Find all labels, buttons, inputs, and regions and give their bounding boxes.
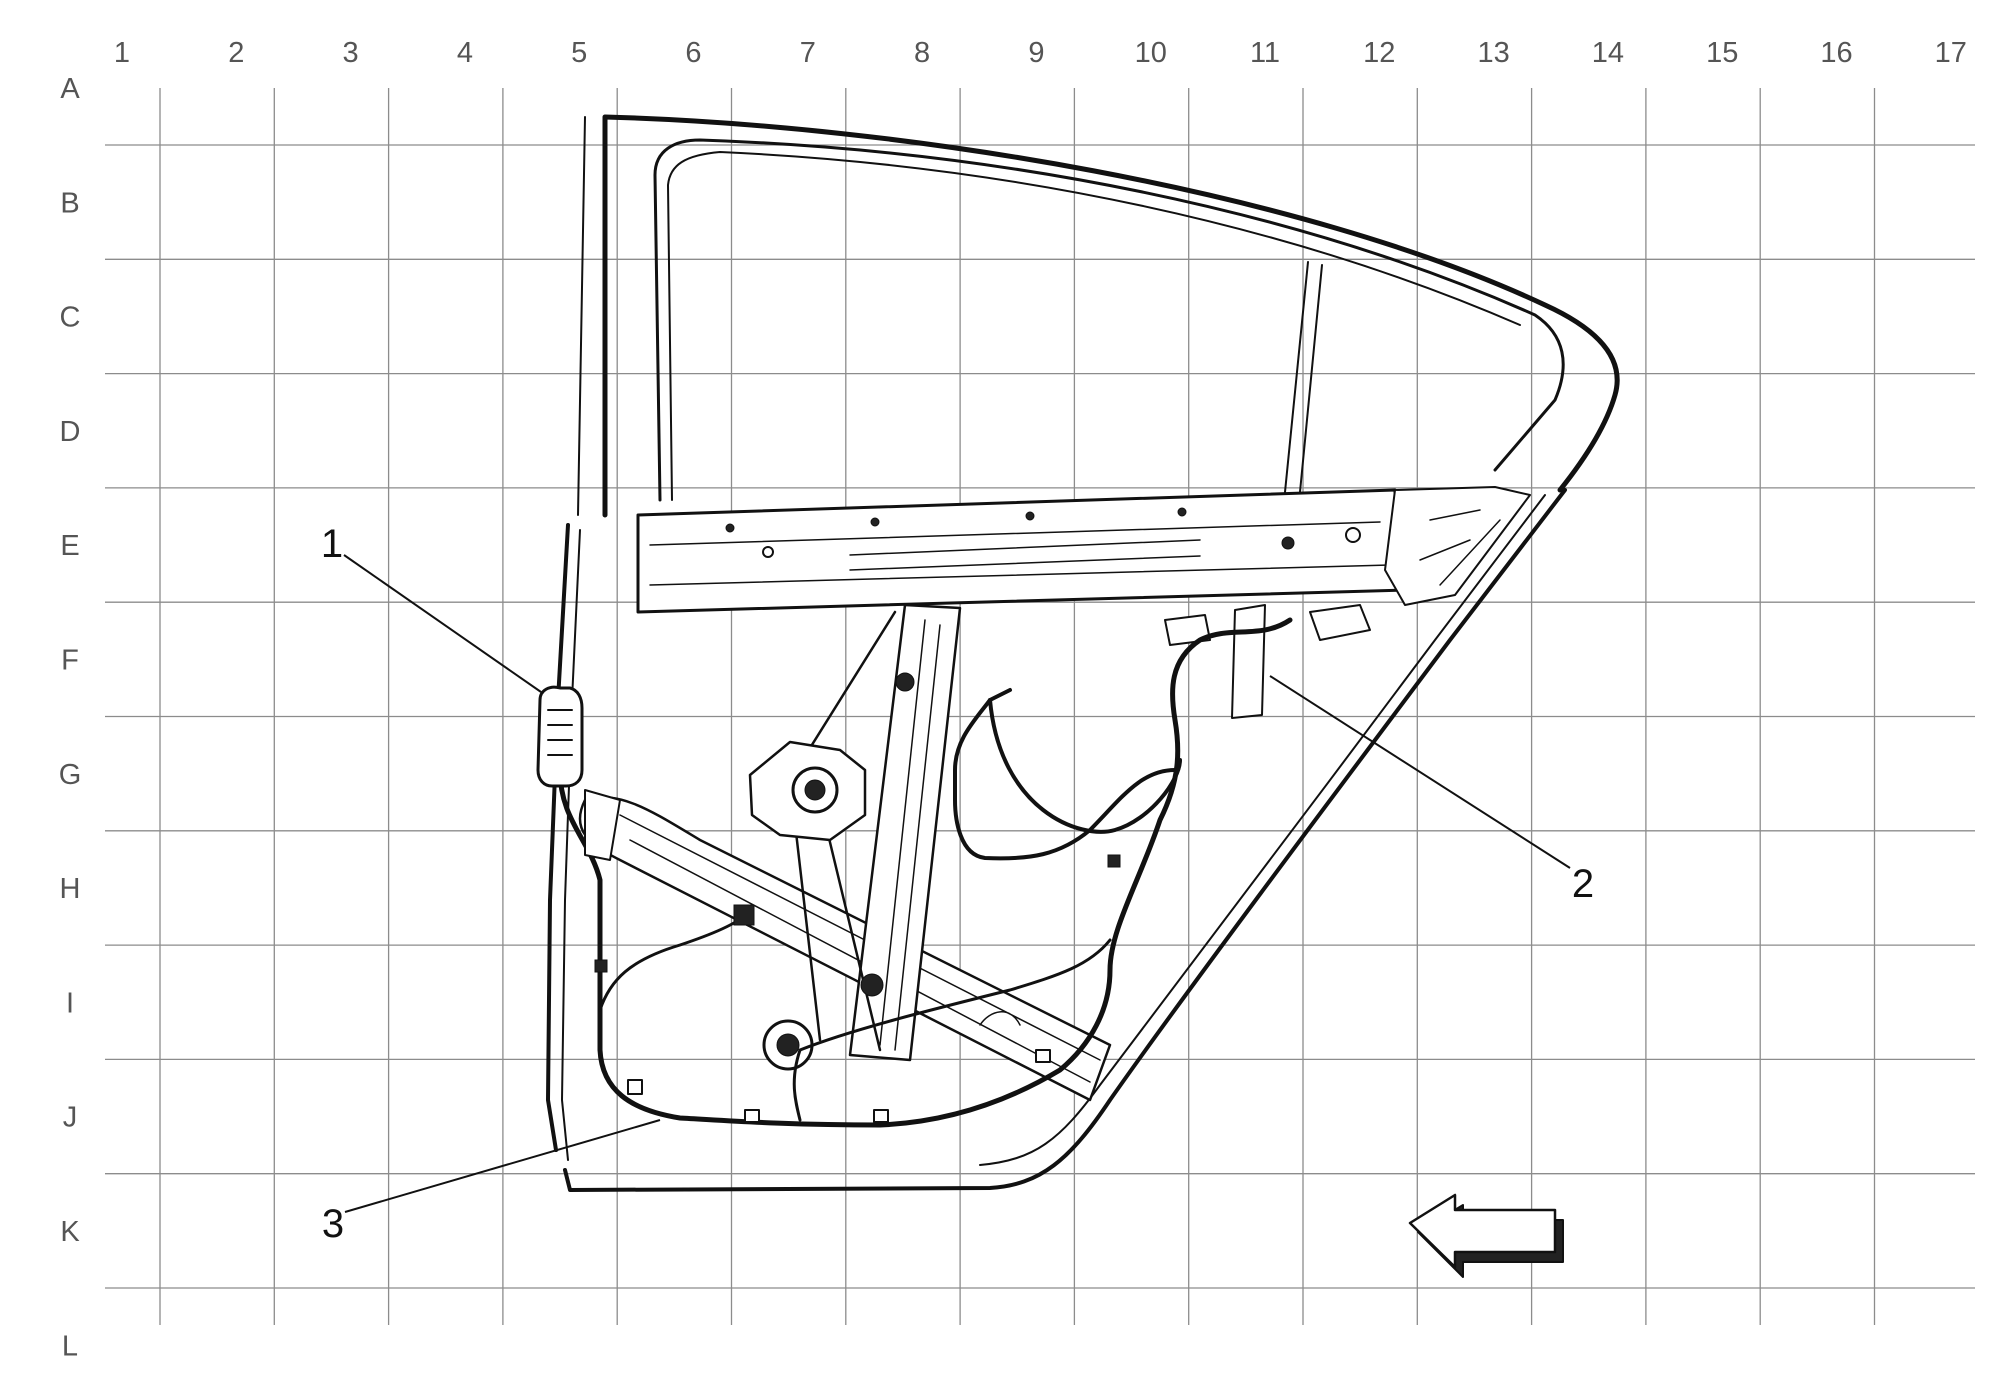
window-regulator-rail-detail (879, 619, 941, 1051)
callout-2: 2 (1572, 862, 1594, 906)
callout-2-leader (1269, 675, 1571, 869)
harness-clip (873, 1109, 889, 1123)
row-label: B (60, 187, 79, 219)
lower-front-connector (584, 789, 621, 861)
window-channel (667, 151, 1521, 501)
window-frame-inner (653, 138, 1565, 502)
callout-labels: 1 2 3 (321, 522, 1594, 1246)
column-label: 8 (914, 37, 930, 69)
direction-arrow-left-icon (1408, 1193, 1564, 1278)
door-outer-edge (563, 488, 1567, 1192)
rear-latch-bracket-detail (1419, 509, 1501, 586)
column-label: 6 (685, 37, 701, 69)
row-label: A (60, 73, 80, 105)
motor-gear-hub (804, 779, 826, 801)
column-label: 4 (457, 37, 473, 69)
bolt-hole (1025, 511, 1035, 521)
row-label: D (60, 416, 81, 448)
wiring-harness-branch (792, 1048, 802, 1122)
rear-latch-bracket (1384, 486, 1531, 606)
harness-clip (744, 1109, 760, 1123)
door-inner-edge (979, 494, 1546, 1166)
column-label: 7 (800, 37, 816, 69)
row-label: I (66, 987, 74, 1019)
column-label: 13 (1477, 37, 1509, 69)
harness-connector (733, 904, 755, 926)
belt-reinforcement (636, 488, 1407, 614)
latch-module (1231, 604, 1266, 719)
row-label: J (63, 1102, 78, 1134)
wiring-harness-branch (798, 938, 1112, 1052)
intrusion-beam-detail (619, 814, 1101, 1083)
latch-connector (1164, 614, 1211, 646)
column-label: 9 (1028, 37, 1044, 69)
bolt-hole (725, 523, 735, 533)
row-label: F (61, 645, 79, 677)
column-label: 1 (114, 37, 130, 69)
reference-grid (105, 88, 1975, 1325)
wiring-harness (557, 617, 1293, 1128)
row-label: K (60, 1216, 80, 1248)
wiring-harness-branch (988, 698, 1182, 834)
regulator-pulley-hub (776, 1033, 800, 1057)
bolt-hole (1177, 507, 1187, 517)
column-label: 12 (1363, 37, 1395, 69)
row-label: E (60, 530, 79, 562)
window-frame-outer (602, 114, 1620, 518)
latch-cable-clip (1309, 604, 1371, 641)
callout-leaders (343, 554, 1571, 1213)
column-label: 2 (228, 37, 244, 69)
callout-3: 3 (322, 1202, 344, 1246)
row-labels: A B C D E F G H I J K L (59, 73, 82, 1362)
bolt-hole (1345, 527, 1361, 543)
callout-1: 1 (321, 522, 343, 566)
harness-clip (594, 959, 608, 973)
column-label: 5 (571, 37, 587, 69)
door-front-flange (561, 529, 581, 1161)
belt-reinforcement-detail (649, 521, 1391, 586)
column-labels: 1 2 3 4 5 6 7 8 9 10 11 12 13 14 15 16 17 (114, 37, 1967, 69)
harness-clip (627, 1079, 643, 1095)
wiring-harness-branch (953, 688, 1177, 861)
rear-door-drawing (536, 114, 1620, 1192)
harness-clip (1107, 854, 1121, 868)
row-label: H (60, 873, 81, 905)
column-label: 15 (1706, 37, 1738, 69)
column-label: 16 (1820, 37, 1852, 69)
intrusion-beam (578, 796, 1112, 1102)
bolt-hole (870, 517, 880, 527)
window-regulator-rail (848, 603, 962, 1062)
regulator-upper-bolt (895, 672, 915, 692)
row-label: L (62, 1330, 78, 1362)
callout-3-leader (344, 1119, 661, 1213)
door-front-edge (546, 523, 570, 1152)
bolt-hole (762, 546, 774, 558)
column-label: 14 (1592, 37, 1624, 69)
door-harness-grommet (536, 685, 584, 788)
bolt-hole (1281, 536, 1295, 550)
row-label: C (60, 302, 81, 334)
row-label: G (59, 759, 82, 791)
harness-clip (1035, 1049, 1051, 1063)
callout-1-leader (343, 554, 542, 693)
column-label: 11 (1250, 37, 1280, 69)
column-label: 3 (343, 37, 359, 69)
column-label: 17 (1935, 37, 1967, 69)
b-pillar-edge (577, 116, 586, 516)
regulator-lower-bolt (860, 973, 884, 997)
wiring-harness-branch (598, 913, 747, 1012)
door-harness-grommet-detail (547, 709, 573, 756)
column-label: 10 (1135, 37, 1167, 69)
